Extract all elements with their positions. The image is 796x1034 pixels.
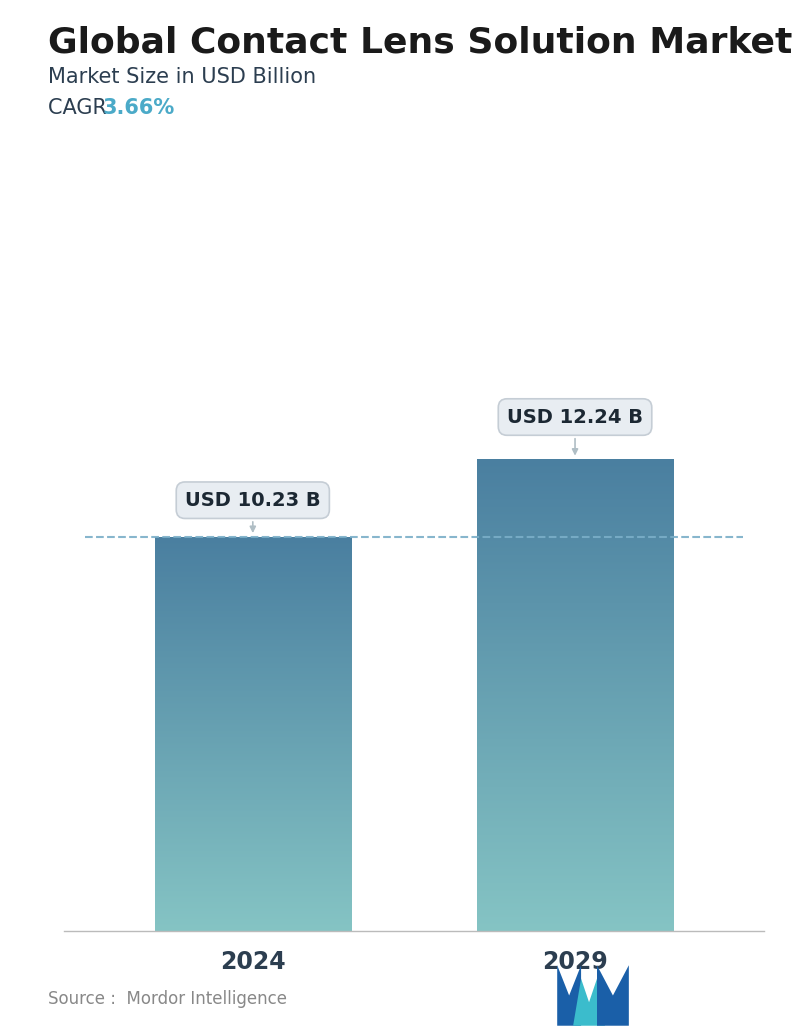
Text: 3.66%: 3.66% xyxy=(103,98,175,118)
Polygon shape xyxy=(597,966,629,1026)
Text: Market Size in USD Billion: Market Size in USD Billion xyxy=(48,67,316,87)
Polygon shape xyxy=(573,978,605,1026)
Text: Global Contact Lens Solution Market: Global Contact Lens Solution Market xyxy=(48,26,792,60)
Text: USD 12.24 B: USD 12.24 B xyxy=(507,407,643,454)
Text: Source :  Mordor Intelligence: Source : Mordor Intelligence xyxy=(48,991,287,1008)
Polygon shape xyxy=(557,966,581,1026)
Text: USD 10.23 B: USD 10.23 B xyxy=(185,491,321,531)
Text: CAGR: CAGR xyxy=(48,98,113,118)
